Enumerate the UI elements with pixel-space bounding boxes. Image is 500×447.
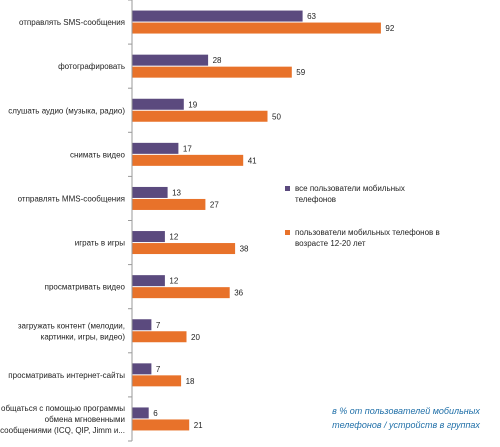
bar-young-users: [132, 419, 190, 431]
bar-all-users: [132, 10, 303, 22]
bar-all-users: [132, 231, 165, 243]
category-label: просматривать видео: [45, 283, 126, 292]
category-label-line: общаться с помощью программы: [1, 404, 125, 413]
bar-young-users: [132, 198, 206, 210]
bar-young-users: [132, 154, 244, 166]
footnote-line-1: в % от пользователей мобильных: [332, 406, 480, 416]
data-label-young-users: 21: [194, 421, 203, 430]
data-label-young-users: 41: [248, 156, 257, 165]
data-label-all-users: 28: [213, 56, 222, 65]
category-label-line: загружать контент (мелодии,: [18, 321, 125, 330]
data-label-all-users: 12: [169, 233, 178, 242]
data-label-young-users: 36: [234, 289, 243, 298]
bar-all-users: [132, 275, 165, 287]
category-label-line: сообщениями (ICQ, QIP, Jimm и...: [0, 426, 125, 435]
data-label-young-users: 59: [296, 68, 305, 77]
data-label-young-users: 20: [191, 333, 200, 342]
bar-all-users: [132, 142, 179, 154]
data-label-all-users: 12: [169, 277, 178, 286]
category-label-line: слушать аудио (музыка, радио): [8, 106, 125, 115]
category-label: играть в игры: [75, 239, 125, 248]
category-label: фотографировать: [58, 62, 125, 71]
category-label: отправлять SMS-сообщения: [19, 18, 125, 27]
bar-young-users: [132, 243, 236, 255]
legend-swatch-young-users: [285, 230, 290, 235]
bar-young-users: [132, 287, 230, 299]
bar-all-users: [132, 407, 149, 419]
data-label-young-users: 18: [186, 377, 195, 386]
bar-all-users: [132, 319, 152, 331]
bar-young-users: [132, 66, 292, 78]
category-label-line: отправлять SMS-сообщения: [19, 18, 125, 27]
category-label: отправлять MMS-сообщения: [18, 194, 125, 203]
data-label-young-users: 50: [272, 112, 281, 121]
legend-swatch-all-users: [285, 186, 290, 191]
category-label-line: обмена мгновенными: [45, 415, 125, 424]
data-label-all-users: 17: [183, 144, 192, 153]
bar-young-users: [132, 331, 187, 343]
legend-label-young-users-line-2: возрасте 12-20 лет: [295, 239, 366, 248]
category-label-line: играть в игры: [75, 239, 125, 248]
data-label-all-users: 63: [307, 12, 316, 21]
footnote-line-2: телефонов / устройств в группах: [332, 420, 480, 430]
bar-all-users: [132, 363, 152, 375]
data-label-all-users: 19: [188, 100, 197, 109]
category-label-line: картинки, игры, видео): [41, 332, 126, 341]
data-label-all-users: 13: [172, 188, 181, 197]
legend-label-young-users: пользователи мобильных телефонов в возра…: [295, 227, 445, 249]
bar-young-users: [132, 110, 268, 122]
data-label-young-users: 92: [385, 24, 394, 33]
legend-label-all-users: все пользователи мобильных телефонов: [295, 184, 405, 204]
category-label: загружать контент (мелодии, картинки, игр…: [18, 321, 125, 341]
category-label: просматривать интернет-сайты: [8, 371, 125, 380]
category-label: снимать видео: [70, 150, 126, 159]
data-label-all-users: 6: [153, 409, 158, 418]
category-label-line: фотографировать: [58, 62, 125, 71]
footnote: в % от пользователей мобильных телефонов…: [318, 404, 494, 432]
bar-young-users: [132, 22, 381, 34]
category-label-line: отправлять MMS-сообщения: [18, 194, 125, 203]
bar-young-users: [132, 375, 182, 387]
data-label-young-users: 38: [240, 245, 249, 254]
category-label-line: просматривать видео: [45, 283, 126, 292]
legend-label-young-users-line-1: пользователи мобильных телефонов в: [295, 228, 440, 237]
data-label-young-users: 27: [210, 200, 219, 209]
category-label-line: снимать видео: [70, 150, 126, 159]
category-label: слушать аудио (музыка, радио): [8, 106, 125, 115]
data-label-all-users: 7: [156, 321, 161, 330]
bar-all-users: [132, 54, 209, 66]
bar-all-users: [132, 98, 184, 110]
category-label: общаться с помощью программы обмена мгнов…: [0, 404, 125, 435]
bar-all-users: [132, 186, 168, 198]
category-label-line: просматривать интернет-сайты: [8, 371, 125, 380]
data-label-all-users: 7: [156, 365, 161, 374]
